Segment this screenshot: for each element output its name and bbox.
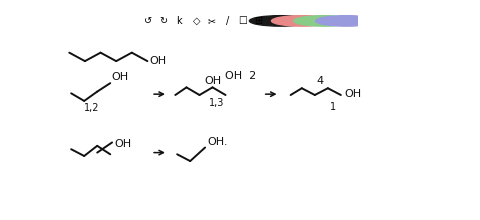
Circle shape [316, 16, 377, 26]
Text: 1,3: 1,3 [208, 97, 224, 108]
Text: ◇: ◇ [192, 16, 200, 26]
Text: ✂: ✂ [208, 16, 216, 26]
Text: ☐: ☐ [239, 16, 247, 26]
Text: 1,2: 1,2 [84, 103, 99, 113]
Text: 4: 4 [317, 76, 324, 86]
Circle shape [250, 16, 311, 26]
Text: k: k [176, 16, 181, 26]
Text: /: / [226, 16, 229, 26]
Text: OH: OH [345, 89, 362, 99]
Text: ↻: ↻ [159, 16, 168, 26]
Text: ↺: ↺ [144, 16, 152, 26]
Text: OH.: OH. [207, 137, 228, 147]
Text: OH: OH [114, 139, 131, 149]
Text: OH: OH [149, 56, 167, 66]
Text: OH  2: OH 2 [225, 71, 256, 81]
Text: 1: 1 [330, 102, 336, 112]
Text: OH: OH [204, 76, 221, 86]
Text: ⊞: ⊞ [254, 16, 262, 26]
Circle shape [294, 16, 355, 26]
Circle shape [272, 16, 333, 26]
Text: OH: OH [111, 72, 129, 82]
